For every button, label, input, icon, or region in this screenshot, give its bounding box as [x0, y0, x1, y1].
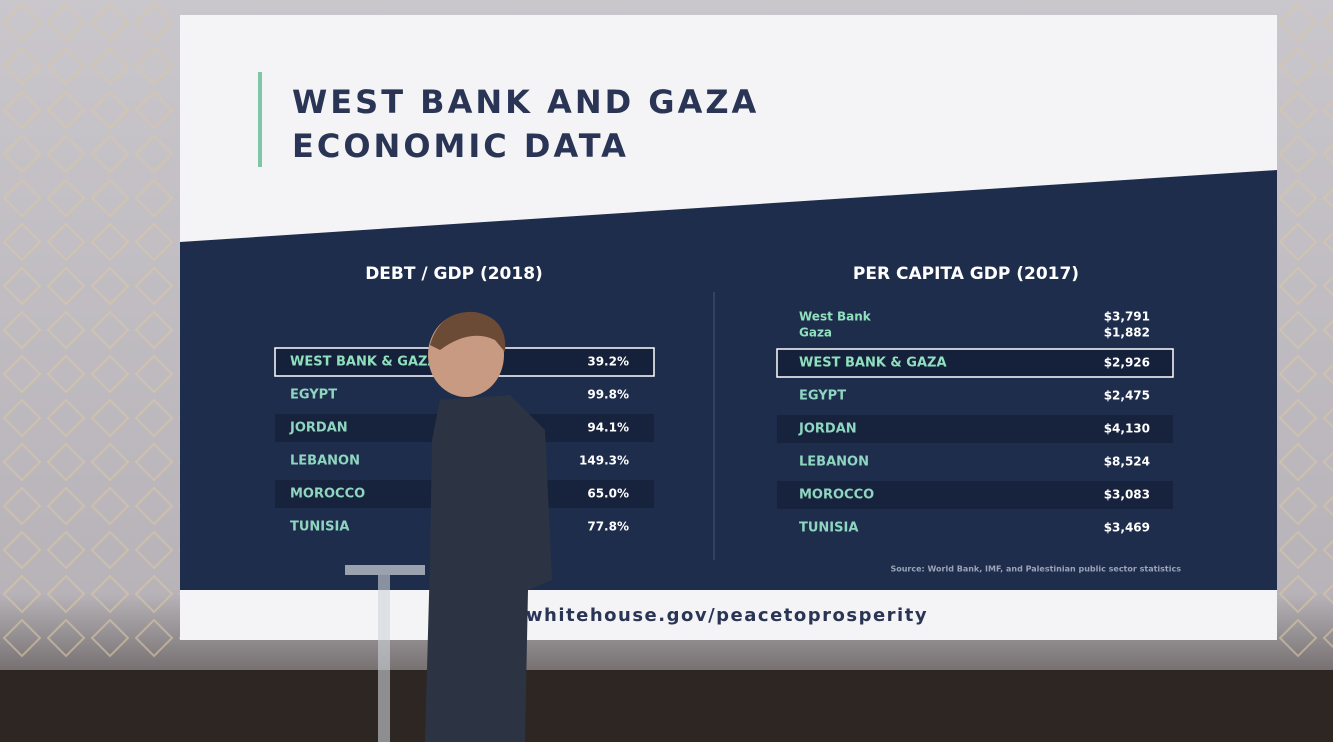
row-label: EGYPT: [290, 388, 337, 403]
table-title: PER CAPITA GDP (2017): [853, 264, 1079, 284]
row-value: $3,083: [1104, 488, 1150, 502]
row-value: $2,926: [1104, 356, 1150, 370]
row-value: $4,130: [1104, 422, 1150, 436]
row-band: [777, 415, 1173, 443]
row-label: JORDAN: [289, 421, 348, 436]
title-line: ECONOMIC DATA: [292, 127, 629, 165]
pattern-right: [1277, 0, 1333, 660]
row-label: MOROCCO: [290, 487, 365, 502]
table-title: DEBT / GDP (2018): [365, 264, 543, 284]
sub-value: $1,882: [1104, 326, 1150, 340]
highlight-row: [776, 348, 1174, 378]
row-value: $2,475: [1104, 389, 1150, 403]
audience: [0, 670, 1333, 742]
url: whitehouse.gov/peacetoprosperity: [526, 605, 928, 626]
sub-value: $3,791: [1104, 310, 1150, 324]
hair: [430, 311, 506, 352]
row-value: 149.3%: [579, 454, 629, 468]
row-value: $8,524: [1104, 455, 1150, 469]
row-label: WEST BANK & GAZA: [290, 355, 438, 370]
row-label: LEBANON: [799, 455, 869, 470]
podium-stand: [378, 575, 390, 742]
podium: [345, 565, 425, 575]
row-value: 65.0%: [587, 487, 629, 501]
row-label: WEST BANK & GAZA: [799, 356, 947, 371]
row-label: TUNISIA: [799, 521, 858, 536]
row-label: JORDAN: [798, 422, 857, 437]
row-label: LEBANON: [290, 454, 360, 469]
row-value: 99.8%: [587, 388, 629, 402]
pattern-left: [0, 0, 180, 660]
row-band: [777, 481, 1173, 509]
speaker: [345, 311, 552, 742]
title-accent: [258, 72, 262, 167]
title-line: WEST BANK AND GAZA: [292, 83, 759, 121]
row-value: 39.2%: [587, 355, 629, 369]
row-label: MOROCCO: [799, 488, 874, 503]
row-value: 77.8%: [587, 520, 629, 534]
suit: [425, 395, 552, 742]
sub-label: West Bank: [799, 310, 872, 324]
row-value: 94.1%: [587, 421, 629, 435]
row-value: $3,469: [1104, 521, 1150, 535]
row-label: TUNISIA: [290, 520, 349, 535]
row-label: EGYPT: [799, 389, 846, 404]
source-note: Source: World Bank, IMF, and Palestinian…: [890, 565, 1181, 574]
sub-label: Gaza: [799, 326, 832, 340]
